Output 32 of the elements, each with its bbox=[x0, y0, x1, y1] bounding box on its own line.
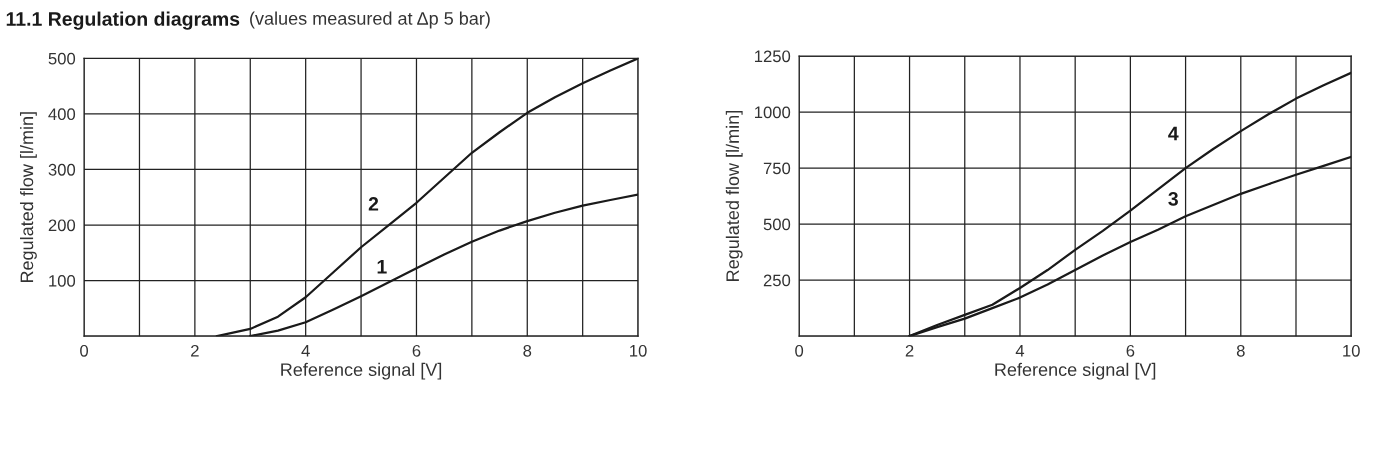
chart-title: 11.1 Regulation diagrams bbox=[6, 11, 240, 30]
y-tick-label: 400 bbox=[48, 108, 76, 121]
y-tick-label: 300 bbox=[48, 163, 76, 176]
x-axis-title: Reference signal [V] bbox=[995, 362, 1156, 380]
series-label: 3 bbox=[1168, 191, 1178, 206]
y-tick-label: 100 bbox=[49, 274, 76, 287]
x-axis-title: Reference signal [V] bbox=[281, 362, 442, 380]
y-tick-label: 500 bbox=[48, 52, 76, 65]
x-tick-label: 4 bbox=[301, 345, 310, 357]
chart-subtitle: (values measured at Δp 5 bar) bbox=[250, 11, 490, 29]
y-tick-label: 500 bbox=[763, 218, 791, 231]
y-tick-label: 250 bbox=[763, 274, 791, 287]
y-axis-title: Regulated flow [l/min] bbox=[19, 112, 37, 283]
x-tick-label: 8 bbox=[523, 344, 532, 357]
x-tick-label: 2 bbox=[191, 344, 199, 357]
series-label: 4 bbox=[1168, 126, 1179, 141]
x-tick-label: 10 bbox=[1343, 344, 1360, 357]
x-tick-label: 2 bbox=[905, 344, 914, 357]
x-tick-label: 4 bbox=[1015, 345, 1025, 357]
series-label: 1 bbox=[377, 260, 387, 274]
y-tick-label: 750 bbox=[763, 162, 791, 175]
x-tick-label: 0 bbox=[795, 344, 804, 357]
x-tick-label: 0 bbox=[80, 344, 89, 357]
x-tick-label: 6 bbox=[412, 344, 421, 357]
y-tick-label: 200 bbox=[48, 219, 76, 232]
series-label: 2 bbox=[368, 197, 379, 211]
x-tick-label: 8 bbox=[1236, 344, 1245, 357]
x-tick-label: 6 bbox=[1126, 344, 1135, 357]
x-tick-label: 10 bbox=[630, 344, 647, 357]
y-tick-label: 1250 bbox=[755, 50, 791, 63]
y-tick-label: 1000 bbox=[755, 106, 791, 119]
y-axis-title: Regulated flow [l/min] bbox=[725, 111, 743, 281]
